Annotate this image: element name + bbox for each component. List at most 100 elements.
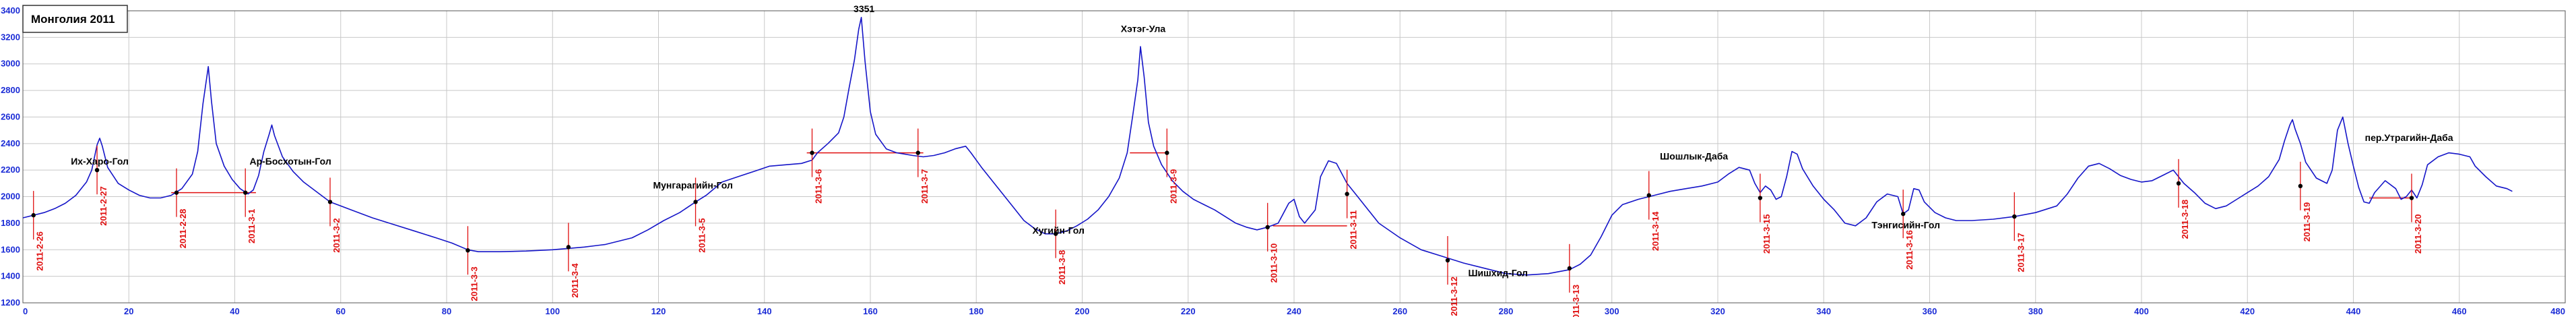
x-tick-label: 180: [969, 306, 984, 316]
y-tick-label: 1400: [1, 271, 20, 281]
place-label: Хэтэг-Ула: [1121, 23, 1166, 34]
day-markers: 2011-2-26 2011-2-27 2011-2-28 2011-3-1 2011-…: [31, 128, 2423, 317]
x-tick-label: 380: [2028, 306, 2043, 316]
place-label: Шишхид-Гол: [1468, 268, 1528, 279]
place-label: Шошлык-Даба: [1660, 150, 1728, 161]
elevation-line: [22, 17, 2513, 276]
place-label: Ар-Босхотын-Гол: [249, 156, 331, 167]
y-tick-label: 1800: [1, 218, 20, 228]
y-tick-label: 2800: [1, 85, 20, 95]
day-date-label: 2011-3-5: [697, 218, 707, 252]
y-tick-label: 3200: [1, 32, 20, 42]
day-date-label: 2011-3-17: [2016, 233, 2026, 272]
x-tick-label: 60: [336, 306, 346, 316]
day-date-label: 2011-2-27: [98, 186, 108, 226]
x-tick-label: 400: [2134, 306, 2149, 316]
day-date-label: 2011-3-6: [814, 169, 824, 204]
y-tick-label: 2000: [1, 192, 20, 202]
chart-title: Монголия 2011: [31, 13, 115, 26]
x-tick-label: 240: [1287, 306, 1301, 316]
x-tick-label: 160: [863, 306, 878, 316]
day-date-label: 2011-3-2: [331, 218, 342, 252]
day-date-label: 2011-3-15: [1762, 214, 1772, 254]
place-label: 3351: [854, 3, 874, 14]
grid-lines: [22, 10, 2566, 304]
x-tick-label: 480: [2550, 306, 2565, 316]
x-tick-label: 220: [1181, 306, 1196, 316]
y-tick-label: 1200: [1, 297, 20, 308]
day-marker-dot: [31, 212, 36, 218]
x-tick-label: 260: [1392, 306, 1407, 316]
day-marker-dot: [1445, 258, 1450, 263]
day-marker-dot: [810, 150, 814, 155]
y-tick-label: 1600: [1, 244, 20, 254]
day-date-label: 2011-3-10: [1269, 243, 1279, 283]
day-date-label: 2011-3-12: [1449, 277, 1459, 316]
day-marker-dot: [693, 200, 698, 204]
x-tick-label: 120: [651, 306, 666, 316]
place-label: Мунгарагийн-Гол: [653, 180, 732, 191]
day-date-label: 2011-3-3: [469, 266, 479, 301]
place-label: пер.Утрагийн-Даба: [2365, 132, 2453, 143]
title-box: Монголия 2011: [22, 5, 128, 33]
x-tick-label: 320: [1710, 306, 1725, 316]
x-tick-label: 80: [442, 306, 451, 316]
title-frame: [22, 5, 128, 33]
day-marker-dot: [174, 190, 179, 195]
elevation-series: [22, 17, 2513, 276]
x-tick-label: 40: [230, 306, 239, 316]
day-marker-dot: [1165, 150, 1169, 155]
day-marker-dot: [465, 248, 470, 253]
day-marker-dot: [915, 150, 920, 155]
day-marker-dot: [327, 200, 333, 204]
day-date-label: 2011-3-13: [1571, 285, 1581, 317]
x-tick-label: 300: [1605, 306, 1619, 316]
day-marker-dot: [2176, 181, 2181, 186]
x-tick-label: 0: [23, 306, 28, 316]
x-tick-label: 100: [545, 306, 560, 316]
x-tick-label: 280: [1499, 306, 1514, 316]
day-date-label: 2011-3-8: [1057, 250, 1067, 285]
annotations: Их-Харо-Гол Ар-Босхотын-Гол 3351 Мунгарагий…: [71, 3, 2453, 279]
day-date-label: 2011-3-16: [1904, 230, 1914, 270]
day-date-label: 2011-3-9: [1168, 169, 1178, 204]
axis-frame: [22, 10, 2566, 304]
x-tick-label: 440: [2346, 306, 2361, 316]
x-tick-label: 200: [1075, 306, 1090, 316]
x-tick-label: 20: [124, 306, 133, 316]
day-marker-dot: [2012, 214, 2017, 219]
day-date-label: 2011-3-14: [1650, 211, 1661, 251]
y-tick-label: 3400: [1, 5, 20, 16]
day-date-label: 2011-2-28: [178, 209, 188, 249]
plot-frame: [22, 10, 2566, 304]
day-date-label: 2011-3-7: [920, 169, 930, 204]
place-label: Их-Харо-Гол: [71, 156, 129, 167]
day-date-label: 2011-3-20: [2413, 214, 2423, 254]
y-tick-label: 2600: [1, 111, 20, 121]
day-date-label: 2011-3-4: [570, 263, 580, 298]
day-marker-dot: [243, 190, 248, 195]
x-tick-label: 420: [2240, 306, 2255, 316]
x-tick-label: 460: [2452, 306, 2467, 316]
day-marker-dot: [1053, 231, 1058, 236]
day-marker-dot: [1758, 196, 1763, 200]
tick-labels: 1200140016001800200022002400260028003000…: [1, 5, 2565, 316]
day-marker-dot: [1900, 211, 1906, 217]
day-date-label: 2011-2-26: [35, 231, 45, 271]
day-marker-dot: [1265, 225, 1270, 230]
day-marker-dot: [1345, 192, 1349, 196]
day-marker-dot: [2298, 183, 2303, 188]
day-marker-dot: [566, 245, 571, 250]
day-date-label: 2011-3-11: [1349, 210, 1359, 250]
day-marker-dot: [94, 167, 100, 173]
day-marker-dot: [1567, 266, 1572, 271]
place-label: Хугийн-Гол: [1032, 225, 1084, 236]
x-tick-label: 340: [1816, 306, 1831, 316]
place-label: Тэнгисийн-Гол: [1871, 220, 1940, 231]
x-tick-label: 360: [1923, 306, 1937, 316]
day-marker-dot: [2409, 196, 2414, 200]
y-tick-label: 3000: [1, 59, 20, 69]
day-date-label: 2011-3-19: [2302, 202, 2312, 242]
